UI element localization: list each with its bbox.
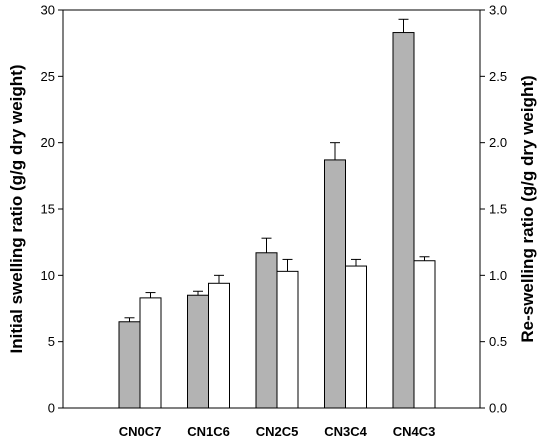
labels-group: CN0C7 CN1C6 CN2C5 CN3C4 CN4C3 0 5 10 15 20 25 30 0.0… bbox=[41, 3, 508, 440]
bar-2-CN3C4 bbox=[345, 265, 367, 409]
x-tick-label-CN1C6: CN1C6 bbox=[187, 424, 230, 439]
y-left-tick-label-15: 15 bbox=[41, 202, 55, 217]
y-right-tick-label-0.5: 0.5 bbox=[489, 334, 507, 349]
x-tick-label-CN3C4: CN3C4 bbox=[324, 424, 367, 439]
bar-2-CN2C5 bbox=[276, 270, 299, 409]
y-axis-left-title: Initial swelling ratio (g/g dry weight) bbox=[7, 64, 26, 353]
y-right-tick-label-2.0: 2.0 bbox=[489, 135, 507, 150]
bar-1-CN0C7 bbox=[118, 321, 141, 409]
y-axis-right-title: Re-swelling ratio (g/g dry weight) bbox=[518, 75, 537, 342]
bar-1-CN2C5 bbox=[255, 252, 278, 409]
y-left-tick-label-5: 5 bbox=[48, 334, 55, 349]
y-right-tick-label-3.0: 3.0 bbox=[489, 3, 507, 18]
y-right-tick-label-0.0: 0.0 bbox=[489, 401, 507, 416]
bar-2-CN4C3 bbox=[413, 260, 436, 409]
x-tick-label-CN4C3: CN4C3 bbox=[393, 424, 436, 439]
bar-1-CN1C6 bbox=[187, 294, 209, 409]
axes-group bbox=[58, 9, 485, 409]
y-left-tick-label-20: 20 bbox=[41, 135, 55, 150]
y-left-tick-label-30: 30 bbox=[41, 3, 55, 18]
y-right-tick-label-1.5: 1.5 bbox=[489, 202, 507, 217]
bar-1-CN4C3 bbox=[392, 32, 415, 409]
y-right-tick-label-1.0: 1.0 bbox=[489, 268, 507, 283]
bar-1-CN3C4 bbox=[324, 159, 346, 409]
bars-group bbox=[118, 18, 436, 409]
y-left-tick-label-0: 0 bbox=[48, 401, 55, 416]
bar-2-CN0C7 bbox=[139, 297, 162, 409]
bar-2-CN1C6 bbox=[208, 282, 230, 409]
x-tick-label-CN0C7: CN0C7 bbox=[119, 424, 162, 439]
y-left-tick-label-10: 10 bbox=[41, 268, 55, 283]
y-right-tick-label-2.5: 2.5 bbox=[489, 69, 507, 84]
y-left-tick-label-25: 25 bbox=[41, 69, 55, 84]
x-tick-label-CN2C5: CN2C5 bbox=[256, 424, 299, 439]
